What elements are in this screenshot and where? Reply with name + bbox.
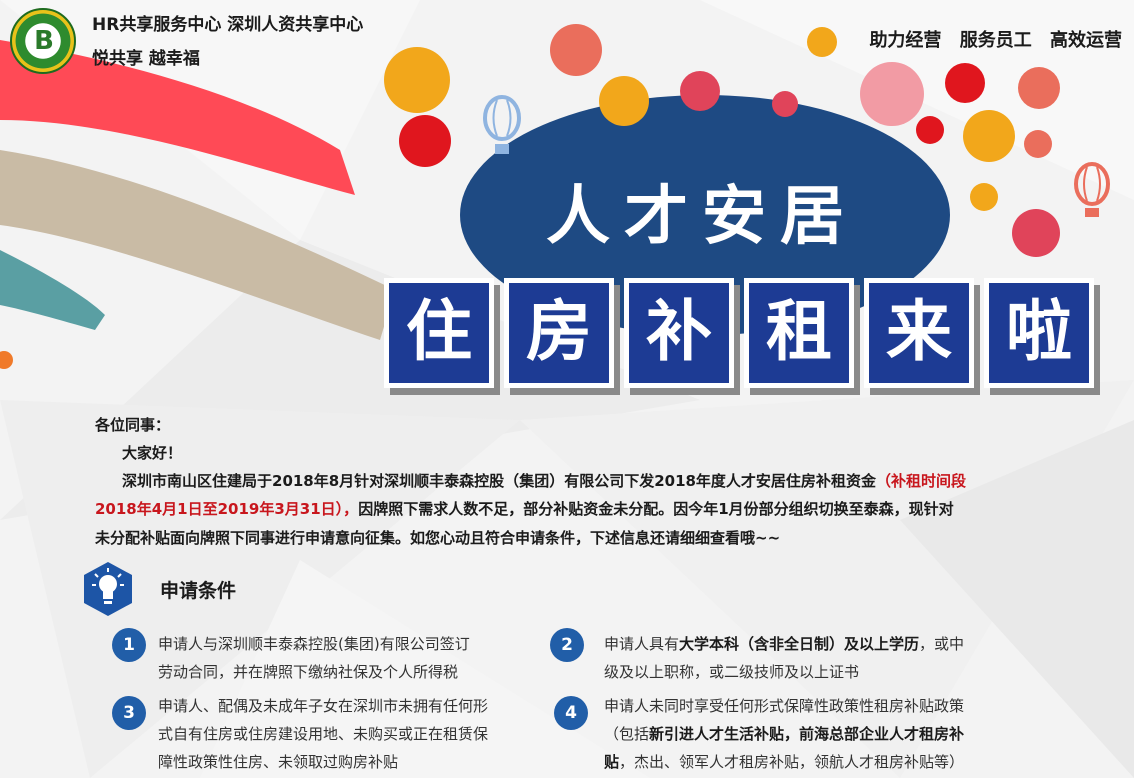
paragraph-line-3: 未分配补贴面向牌照下同事进行申请意向征集。如您心动且符合申请条件，下述信息还请细…: [95, 529, 781, 547]
paragraph-line-1: 深圳市南山区住建局于2018年8月针对深圳顺丰泰森控股（集团）有限公司下发201…: [122, 470, 966, 491]
org-title: HR共享服务中心 深圳人资共享中心: [92, 15, 364, 35]
title-tile: 啦: [984, 278, 1094, 388]
condition-number: 1: [112, 628, 146, 662]
paragraph-text: 因牌照下需求人数不足，部分补贴资金未分配。因今年1月份部分组织切换至泰森，现针对: [358, 500, 954, 518]
title-tile: 住: [384, 278, 494, 388]
condition-number: 3: [112, 696, 146, 730]
slogan: 悦共享 越幸福: [92, 49, 200, 69]
paragraph-text: 深圳市南山区住建局于2018年8月针对深圳顺丰泰森控股（集团）有限公司下发201…: [122, 472, 876, 490]
motto-1: 助力经营: [869, 30, 942, 51]
poster-title: 人才安居: [546, 180, 858, 254]
condition-line: （包括新引进人才生活补贴，前海总部企业人才租房补: [604, 725, 965, 743]
company-logo: B: [10, 8, 76, 74]
lightbulb-icon: [84, 562, 132, 616]
condition-line: 障性政策性住房、未领取过购房补贴: [158, 753, 399, 771]
title-oval: [460, 95, 950, 335]
balloon-icon-blue: [483, 95, 521, 154]
swoosh-teal: [0, 250, 105, 330]
subsidy-policy-names: 新引进人才生活补贴，前海总部企业人才租房补: [649, 725, 965, 743]
salutation: 各位同事：: [95, 416, 171, 434]
condition-4: 申请人未同时享受任何形式保障性政策性租房补贴政策 （包括新引进人才生活补贴，前海…: [604, 692, 964, 776]
title-tile: 租: [744, 278, 854, 388]
condition-line: 申请人未同时享受任何形式保障性政策性租房补贴政策: [604, 697, 965, 715]
education-requirement: 大学本科（含非全日制）及以上学历: [679, 635, 920, 653]
motto-3: 高效运营: [1050, 30, 1122, 51]
condition-3: 申请人、配偶及未成年子女在深圳市未拥有任何形 式自有住房或住房建设用地、未购买或…: [158, 692, 488, 776]
balloon-icon-red: [1074, 162, 1110, 217]
title-tile: 补: [624, 278, 734, 388]
condition-number: 4: [554, 696, 588, 730]
condition-line: 申请人、配偶及未成年子女在深圳市未拥有任何形: [158, 697, 489, 715]
condition-2: 申请人具有大学本科（含非全日制）及以上学历，或中 级及以上职称，或二级技师及以上…: [604, 630, 964, 686]
condition-line: 式自有住房或住房建设用地、未购买或正在租赁保: [158, 725, 489, 743]
swoosh-tan: [0, 150, 395, 340]
title-tile: 来: [864, 278, 974, 388]
section-title: 申请条件: [160, 580, 237, 602]
condition-line: 级及以上职称，或二级技师及以上证书: [604, 663, 860, 681]
condition-1: 申请人与深圳顺丰泰森控股(集团)有限公司签订 劳动合同，并在牌照下缴纳社保及个人…: [158, 630, 470, 686]
paragraph-line-2: 2018年4月1日至2019年3月31日），因牌照下需求人数不足，部分补贴资金未…: [95, 498, 954, 519]
greeting: 大家好！: [122, 444, 183, 462]
condition-number: 2: [550, 628, 584, 662]
motto-2: 服务员工: [959, 30, 1032, 51]
condition-line: 申请人具有大学本科（含非全日制）及以上学历，或中: [604, 635, 965, 653]
subsidy-period-dates: 2018年4月1日至2019年3月31日），: [95, 500, 359, 518]
stripe-cap-orange: [0, 351, 13, 369]
motto-group: 助力经营 服务员工 高效运营: [857, 26, 1122, 52]
title-tile: 房: [504, 278, 614, 388]
condition-line: 劳动合同，并在牌照下缴纳社保及个人所得税: [158, 663, 459, 681]
condition-line: 申请人与深圳顺丰泰森控股(集团)有限公司签订: [158, 635, 470, 653]
subsidy-period-label: （补租时间段: [875, 472, 966, 490]
swoosh-red: [0, 40, 355, 195]
condition-line: 贴，杰出、领军人才租房补贴，领航人才租房补贴等）: [604, 753, 965, 771]
logo-letter: B: [34, 26, 54, 56]
